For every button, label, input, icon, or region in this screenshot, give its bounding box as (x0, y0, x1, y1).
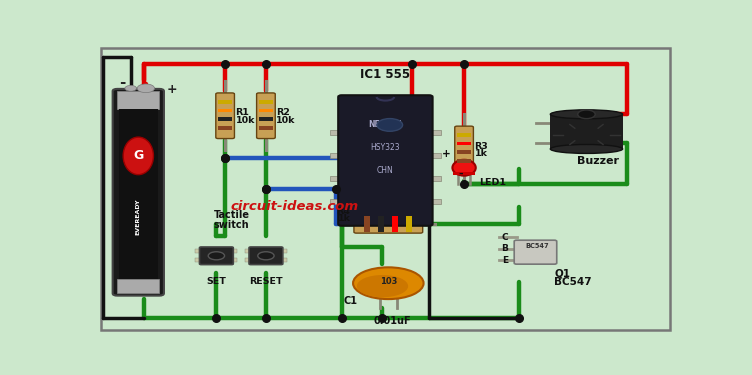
Bar (428, 153, 441, 158)
Text: +: + (166, 83, 177, 96)
Ellipse shape (353, 267, 423, 299)
Text: R1: R1 (235, 108, 250, 117)
Bar (457, 159, 471, 163)
Bar (281, 258, 287, 262)
Bar (259, 100, 273, 104)
Bar (281, 249, 287, 254)
Ellipse shape (550, 110, 623, 119)
FancyBboxPatch shape (249, 247, 283, 265)
Text: 10k: 10k (235, 116, 255, 124)
Text: CHN: CHN (377, 166, 394, 175)
Text: +: + (442, 149, 451, 159)
Text: R4: R4 (337, 207, 350, 216)
Text: G: G (133, 149, 144, 162)
Bar (218, 126, 232, 130)
Bar (330, 130, 343, 135)
Text: E: E (502, 256, 508, 265)
Bar (245, 258, 250, 262)
Text: 0.01uF: 0.01uF (374, 316, 411, 326)
Bar (457, 133, 471, 137)
Circle shape (258, 252, 274, 260)
Text: C1: C1 (344, 296, 357, 306)
Text: B: B (501, 244, 508, 253)
Bar (117, 91, 159, 108)
Text: 10k: 10k (277, 116, 296, 124)
Circle shape (137, 84, 155, 93)
Bar (330, 198, 343, 204)
Bar (330, 153, 343, 158)
Bar (218, 108, 232, 112)
Circle shape (578, 110, 596, 118)
Bar (406, 216, 412, 232)
Bar (428, 198, 441, 204)
Text: circuit-ideas.com: circuit-ideas.com (231, 200, 359, 213)
Ellipse shape (453, 160, 476, 176)
Bar (259, 126, 273, 130)
Text: switch: switch (214, 220, 249, 230)
Text: Tactile: Tactile (214, 210, 250, 220)
Text: LED1: LED1 (479, 178, 505, 187)
FancyBboxPatch shape (338, 95, 432, 226)
Bar (364, 216, 370, 232)
Text: -: - (459, 168, 463, 178)
Bar (428, 176, 441, 181)
Text: 103: 103 (380, 277, 397, 286)
Bar (378, 216, 384, 232)
Text: Q1: Q1 (554, 269, 571, 279)
Text: -: - (119, 75, 125, 90)
FancyBboxPatch shape (113, 89, 164, 296)
Text: R3: R3 (475, 142, 488, 150)
Bar (232, 258, 238, 262)
Ellipse shape (550, 144, 623, 153)
Bar (232, 249, 238, 254)
Bar (259, 108, 273, 112)
Bar (218, 100, 232, 104)
Text: HSY323: HSY323 (371, 143, 400, 152)
Bar (550, 114, 623, 149)
FancyBboxPatch shape (514, 240, 556, 264)
Text: NE555N: NE555N (368, 120, 402, 129)
Bar (330, 176, 343, 181)
Bar (196, 249, 202, 254)
Bar (218, 117, 232, 121)
Text: IC1 555: IC1 555 (360, 68, 411, 81)
Bar (457, 142, 471, 146)
Bar (457, 150, 471, 154)
Bar (428, 130, 441, 135)
Text: EVEREADY: EVEREADY (136, 198, 141, 235)
Text: BC547: BC547 (554, 278, 592, 288)
FancyBboxPatch shape (216, 93, 235, 138)
Text: RESET: RESET (249, 277, 283, 286)
Ellipse shape (357, 275, 408, 297)
Text: 1k: 1k (475, 149, 487, 158)
Circle shape (208, 252, 225, 260)
Text: SET: SET (207, 277, 226, 286)
Bar (392, 216, 398, 232)
Bar (453, 172, 475, 175)
Text: BC547: BC547 (525, 243, 549, 249)
Text: Buzzer: Buzzer (577, 156, 619, 166)
FancyBboxPatch shape (256, 93, 275, 138)
Bar (245, 249, 250, 254)
Ellipse shape (123, 137, 153, 175)
Text: C: C (501, 232, 508, 242)
Circle shape (377, 118, 402, 131)
Circle shape (125, 86, 137, 91)
Bar (196, 258, 202, 262)
Text: 1k: 1k (338, 214, 350, 223)
Text: R2: R2 (277, 108, 290, 117)
Bar (117, 279, 159, 293)
Bar (119, 108, 157, 279)
Bar (259, 117, 273, 121)
FancyBboxPatch shape (354, 215, 423, 233)
FancyBboxPatch shape (455, 126, 474, 172)
FancyBboxPatch shape (199, 247, 233, 265)
